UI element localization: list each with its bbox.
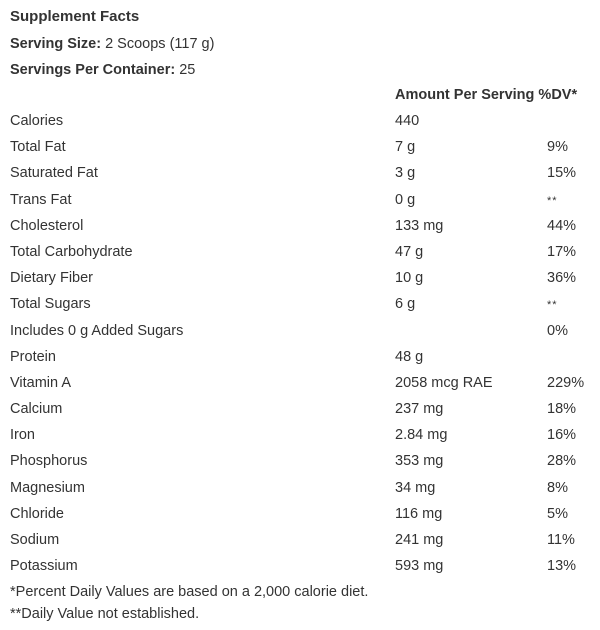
nutrient-row: Dietary Fiber 10 g 36% — [10, 269, 595, 295]
serving-size: Serving Size: 2 Scoops (117 g) — [10, 35, 214, 53]
nutrient-amount: 47 g — [395, 243, 424, 260]
servings-per-container-value: 25 — [179, 62, 196, 78]
nutrient-row: Trans Fat 0 g ** — [10, 191, 595, 217]
nutrient-name: Calories — [10, 113, 64, 129]
nutrient-name: Phosphorus — [10, 453, 88, 470]
nutrient-table: Calories 440 Total Fat 7 g 9% Saturated Fat 3 … — [10, 112, 595, 583]
nutrient-daily-value: 13% — [547, 558, 577, 575]
nutrient-amount: 440 — [395, 113, 420, 129]
nutrient-row: Calories 440 — [10, 112, 595, 138]
nutrient-row: Cholesterol 133 mg 44% — [10, 217, 595, 243]
nutrient-name: Vitamin A — [10, 374, 71, 391]
serving-size-value: 2 Scoops (117 g) — [105, 36, 215, 52]
nutrient-amount: 2.84 mg — [395, 427, 448, 444]
nutrient-amount: 6 g — [395, 296, 416, 313]
nutrient-name: Total Sugars — [10, 296, 91, 313]
nutrient-row: Magnesium 34 mg 8% — [10, 479, 595, 505]
nutrient-daily-value: ** — [547, 194, 558, 207]
footnote-not-established: **Daily Value not established. — [10, 606, 200, 622]
nutrient-name: Potassium — [10, 558, 78, 575]
nutrient-row: Phosphorus 353 mg 28% — [10, 452, 595, 478]
nutrient-amount: 237 mg — [395, 401, 444, 418]
nutrient-name: Includes 0 g Added Sugars — [10, 322, 184, 339]
nutrient-row: Potassium 593 mg 13% — [10, 557, 595, 583]
nutrient-daily-value: 229% — [547, 374, 585, 391]
nutrient-daily-value: 11% — [547, 532, 575, 548]
nutrient-amount: 34 mg — [395, 479, 436, 496]
nutrient-daily-value: 17% — [547, 243, 577, 260]
nutrient-amount: 353 mg — [395, 453, 444, 470]
nutrient-name: Protein — [10, 348, 56, 365]
nutrient-daily-value: 0% — [547, 322, 568, 339]
nutrient-daily-value: 18% — [547, 401, 577, 418]
nutrient-name: Cholesterol — [10, 217, 84, 234]
dv-header: %DV* — [538, 87, 578, 103]
column-header: Amount Per Serving %DV* — [395, 86, 577, 104]
nutrient-daily-value: 8% — [547, 479, 568, 496]
nutrient-row: Protein 48 g — [10, 348, 595, 374]
nutrient-amount: 241 mg — [395, 532, 444, 548]
nutrient-row: Total Fat 7 g 9% — [10, 138, 595, 164]
nutrient-amount: 116 mg — [395, 505, 443, 522]
nutrient-daily-value: 28% — [547, 453, 577, 470]
nutrient-daily-value: ** — [547, 299, 558, 312]
servings-per-container-label: Servings Per Container: — [10, 62, 176, 78]
nutrient-row: Includes 0 g Added Sugars 0% — [10, 322, 595, 348]
nutrient-name: Chloride — [10, 505, 64, 522]
nutrient-row: Sodium 241 mg 11% — [10, 531, 595, 557]
nutrient-amount: 7 g — [395, 139, 416, 156]
nutrient-name: Sodium — [10, 532, 60, 548]
nutrient-row: Iron 2.84 mg 16% — [10, 426, 595, 452]
nutrient-name: Dietary Fiber — [10, 270, 93, 287]
amount-per-serving-header: Amount Per Serving — [395, 87, 535, 103]
nutrient-row: Saturated Fat 3 g 15% — [10, 164, 595, 190]
nutrient-amount: 2058 mcg RAE — [395, 374, 493, 391]
nutrient-amount: 0 g — [395, 191, 416, 208]
nutrient-amount: 133 mg — [395, 217, 444, 234]
nutrient-name: Total Carbohydrate — [10, 243, 133, 260]
nutrient-name: Trans Fat — [10, 191, 72, 208]
nutrient-row: Calcium 237 mg 18% — [10, 400, 595, 426]
nutrient-amount: 3 g — [395, 165, 416, 182]
servings-per-container: Servings Per Container: 25 — [10, 61, 195, 79]
nutrient-name: Iron — [10, 427, 35, 444]
nutrient-daily-value: 5% — [547, 505, 568, 522]
nutrient-daily-value: 9% — [547, 139, 568, 156]
nutrient-daily-value: 36% — [547, 270, 577, 287]
panel-title: Supplement Facts — [10, 8, 140, 25]
serving-size-label: Serving Size: — [10, 36, 102, 52]
nutrient-amount: 48 g — [395, 348, 424, 365]
nutrient-name: Saturated Fat — [10, 165, 98, 182]
nutrient-daily-value: 44% — [547, 217, 577, 234]
footnote-dv: *Percent Daily Values are based on a 2,0… — [10, 584, 369, 600]
nutrient-amount: 593 mg — [395, 558, 444, 575]
nutrient-name: Total Fat — [10, 139, 66, 156]
nutrient-row: Total Sugars 6 g ** — [10, 295, 595, 321]
nutrient-row: Total Carbohydrate 47 g 17% — [10, 243, 595, 269]
nutrient-name: Magnesium — [10, 479, 85, 496]
nutrient-amount: 10 g — [395, 270, 424, 287]
nutrient-row: Vitamin A 2058 mcg RAE 229% — [10, 374, 595, 400]
nutrient-daily-value: 16% — [547, 427, 577, 444]
nutrient-name: Calcium — [10, 401, 63, 418]
nutrient-daily-value: 15% — [547, 165, 577, 182]
nutrient-row: Chloride 116 mg 5% — [10, 505, 595, 531]
